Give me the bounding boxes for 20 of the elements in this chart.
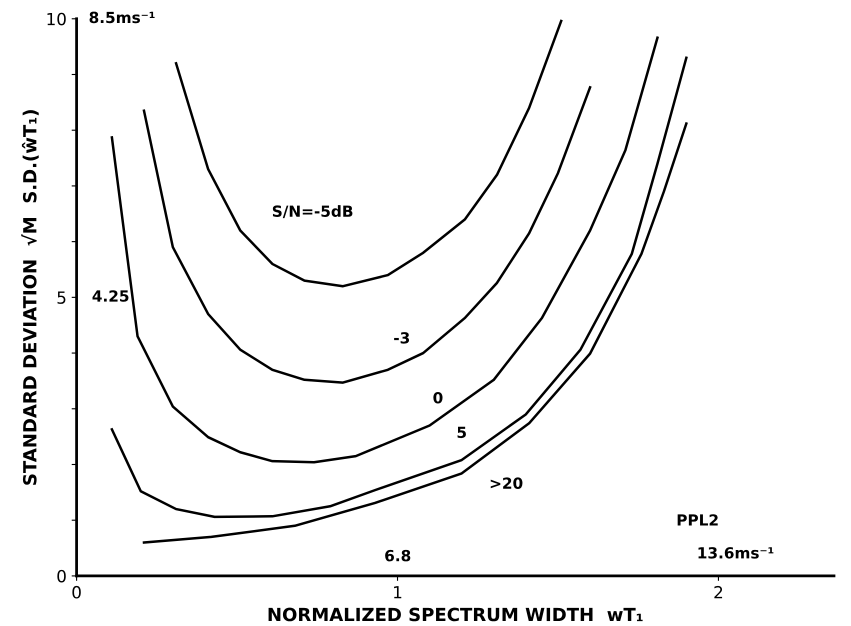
y-tick-label: 10 [47, 12, 66, 26]
series-label: 0 [433, 392, 443, 404]
annotation: 8.5ms⁻¹ [90, 12, 155, 24]
y-tick-label: 5 [58, 292, 66, 304]
annotation: 6.8 [385, 550, 410, 562]
series-label: 5 [458, 426, 466, 438]
x-axis-title: NORMALIZED SPECTRUM WIDTH wT₁ [268, 608, 643, 622]
annotation: 4.25 [92, 290, 128, 302]
series-label: -3 [394, 332, 410, 344]
line-series [174, 20, 562, 288]
x-tick-label: 2 [714, 586, 722, 598]
series-label: >20 [490, 477, 522, 489]
line-series [142, 86, 592, 384]
x-tick-label: 1 [394, 586, 402, 598]
annotation: PPL2 [678, 514, 718, 526]
y-tick-label: 0 [57, 570, 66, 582]
text: S/N=-5dB [272, 205, 352, 218]
y-axis-title: STANDARD DEVIATION √M S.D.(ŵT₁) [21, 110, 39, 485]
x-tick-label: 0 [72, 586, 81, 599]
annotation: 13.6ms⁻¹ [698, 547, 774, 559]
